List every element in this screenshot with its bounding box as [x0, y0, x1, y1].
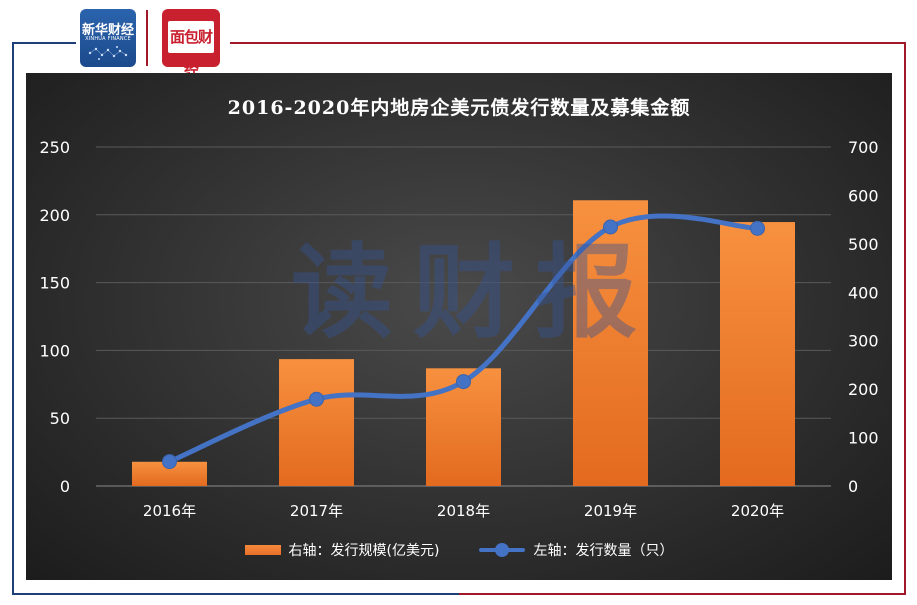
- bar-2017年: [279, 359, 354, 486]
- logo-divider: [146, 10, 148, 66]
- right-axis-tick-label: 400: [848, 283, 879, 302]
- mianbao-logo-text: 面包财经: [168, 21, 214, 78]
- legend-item-line-series: 左轴：发行数量（只）: [479, 540, 673, 560]
- watermark-text: 读财报: [291, 233, 657, 353]
- left-axis-tick-label: 250: [39, 138, 70, 157]
- right-axis-tick-label: 200: [848, 380, 879, 399]
- line-point-2016年: [162, 454, 177, 470]
- frame-line-right: [904, 42, 906, 595]
- frame-line-bottom: [12, 593, 906, 595]
- left-axis-tick-label: 50: [50, 409, 70, 428]
- right-axis-tick-label: 0: [848, 477, 858, 496]
- xinhua-logo-subtext: XINHUA FINANCE: [85, 36, 131, 42]
- x-axis-tick-label: 2017年: [290, 502, 343, 520]
- line-point-2019年: [603, 219, 618, 235]
- frame-line-left: [12, 42, 14, 595]
- line-point-2020年: [750, 220, 765, 236]
- chart-plot: 0 50 100 150 200 250 0 100 200 300 400 500 600 700 201…: [39, 138, 879, 520]
- mianbao-finance-logo: 面包财经: [162, 9, 220, 78]
- legend-line-label: 左轴：发行数量（只）: [533, 543, 674, 559]
- right-axis-tick-label: 100: [848, 429, 879, 448]
- x-axis-tick-label: 2019年: [584, 502, 637, 520]
- left-axis-tick-label: 200: [39, 206, 70, 225]
- line-point-2017年: [309, 391, 324, 407]
- x-axis-tick-label: 2016年: [143, 502, 196, 520]
- right-axis-tick-label: 600: [848, 186, 879, 205]
- frame-line-top-left: [12, 42, 76, 44]
- left-axis-tick-label: 150: [39, 274, 70, 293]
- chart-title: 2016-2020年内地房企美元债发行数量及募集金额: [227, 97, 691, 119]
- legend-line-swatch: [479, 543, 526, 557]
- x-axis-tick-label: 2018年: [437, 502, 490, 520]
- bar-2020年: [720, 222, 795, 487]
- xinhua-logo-dots-icon: [88, 46, 128, 60]
- xinhua-finance-logo: 新华财经 XINHUA FINANCE: [80, 9, 136, 67]
- frame-line-top-right: [230, 42, 906, 44]
- xinhua-logo-text: 新华财经: [81, 23, 134, 38]
- chart-panel: 2016-2020年内地房企美元债发行数量及募集金额 0 50 100 150 200 2…: [26, 73, 892, 580]
- right-axis-tick-label: 700: [848, 138, 879, 157]
- legend-item-bar-series: 右轴：发行规模(亿美元): [244, 540, 440, 560]
- right-axis-tick-label: 500: [848, 235, 879, 254]
- right-axis-tick-label: 300: [848, 332, 879, 351]
- line-point-2018年: [456, 374, 471, 390]
- x-axis-tick-label: 2020年: [731, 502, 784, 520]
- left-axis-tick-label: 100: [39, 341, 70, 360]
- legend-bar-swatch: [244, 545, 281, 555]
- chart-legend: 右轴：发行规模(亿美元) 左轴：发行数量（只）: [26, 539, 892, 561]
- legend-bar-label: 右轴：发行规模(亿美元): [288, 543, 440, 559]
- left-axis-tick-label: 0: [60, 477, 70, 496]
